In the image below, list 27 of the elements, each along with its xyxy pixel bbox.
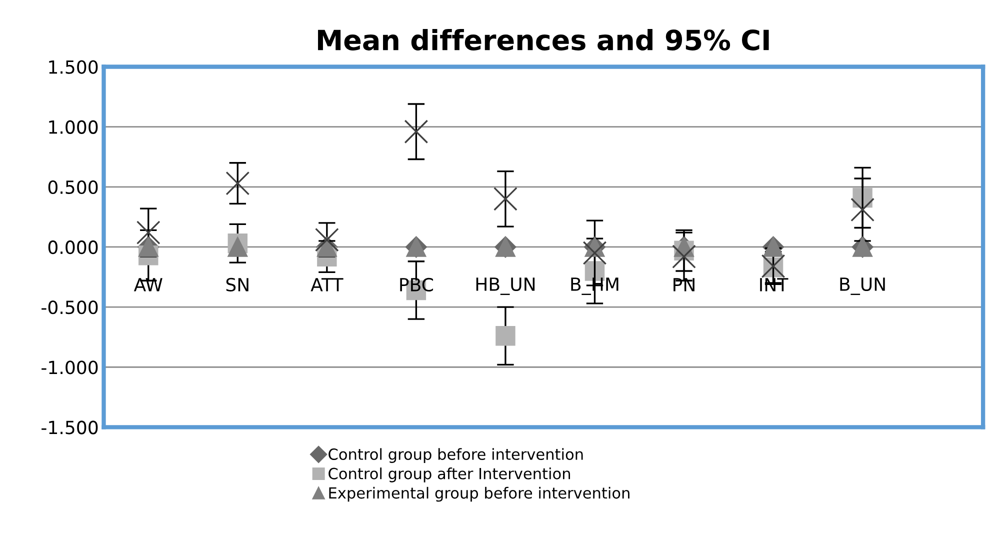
y-tick-label: 0.500 <box>48 180 98 194</box>
y-tick-label: 1.500 <box>49 60 98 74</box>
point <box>850 198 874 222</box>
x-tick-label: HB_UN <box>476 278 535 296</box>
point <box>761 254 786 278</box>
point <box>136 220 160 245</box>
point <box>314 228 339 252</box>
point <box>494 186 518 211</box>
point <box>582 241 607 265</box>
y-tick-label: 1.000 <box>49 120 98 134</box>
x-tick-label: SN <box>226 278 248 292</box>
legend-label: Control group after Intervention <box>328 468 570 482</box>
y-tick-label: -1.500 <box>42 420 98 434</box>
chart-title: Mean differences and 95% CI <box>318 28 769 50</box>
x-tick-label: PBC <box>400 278 433 292</box>
legend-label: Control group before intervention <box>328 448 583 463</box>
x-tick-label: B_UN <box>840 278 885 296</box>
legend-label: Experimental group before intervention <box>329 486 630 502</box>
y-tick-label: -0.500 <box>42 300 98 314</box>
y-tick-label: 0.000 <box>48 240 98 254</box>
point <box>672 244 696 269</box>
point <box>226 171 250 196</box>
y-tick-label: -1.000 <box>42 360 98 374</box>
point <box>228 237 248 257</box>
point <box>496 326 516 346</box>
point <box>404 120 428 144</box>
x-tick-label: ATT <box>310 278 344 292</box>
